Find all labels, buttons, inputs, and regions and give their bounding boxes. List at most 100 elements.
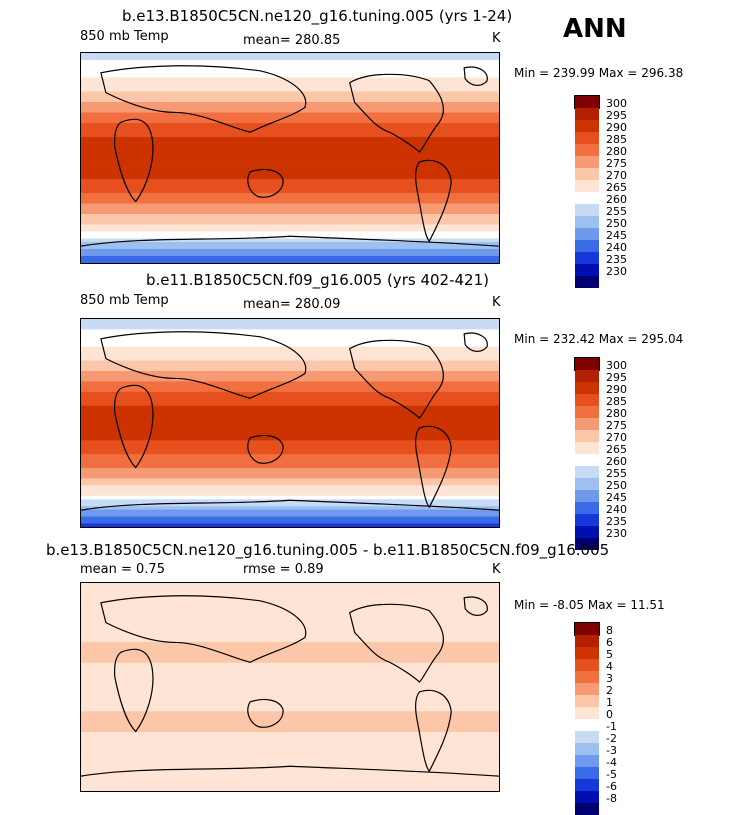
map-band — [81, 210, 499, 215]
map-band — [81, 728, 499, 733]
map-band — [81, 179, 499, 184]
map-band — [81, 624, 499, 629]
map-band — [81, 607, 499, 612]
coast-south-america — [415, 159, 452, 243]
map-band — [81, 391, 499, 396]
map-band — [81, 353, 499, 358]
coast-north-america — [349, 603, 444, 683]
coast-greenland — [463, 332, 488, 352]
cb-label: 280 — [606, 407, 627, 420]
map-band — [81, 242, 499, 247]
map-band — [81, 589, 499, 594]
map-band — [81, 150, 499, 156]
colorbar-swatch — [575, 526, 599, 538]
map-band — [81, 255, 499, 261]
map-band — [81, 641, 499, 646]
cb-label: -6 — [606, 780, 617, 793]
map-band — [81, 147, 499, 152]
map-band — [81, 523, 499, 527]
cb-label: 270 — [606, 169, 627, 182]
map-band — [81, 154, 499, 159]
map-band — [81, 516, 499, 521]
map-band — [81, 780, 499, 785]
map-band — [81, 192, 499, 198]
colorbar-swatch — [575, 647, 599, 659]
coast-eurasia — [100, 595, 307, 663]
map-band — [81, 742, 499, 747]
panel1-title: b.e13.B1850C5CN.ne120_g16.tuning.005 (yr… — [122, 7, 513, 25]
coast-antarctica — [81, 765, 499, 777]
colorbar-swatch — [575, 478, 599, 490]
coast-australia — [247, 698, 284, 728]
colorbar-swatch — [575, 204, 599, 216]
map-band — [81, 381, 499, 386]
map-band — [81, 436, 499, 441]
coast-africa — [114, 648, 154, 733]
panel3-minmax: Min = -8.05 Max = 11.51 — [514, 598, 665, 612]
panel1-map-plot — [81, 53, 499, 263]
colorbar-swatch — [575, 192, 599, 204]
map-band — [81, 213, 499, 219]
map-band — [81, 669, 499, 674]
map-band — [81, 84, 499, 89]
map-band — [81, 718, 499, 723]
map-band — [81, 468, 499, 473]
map-band — [81, 224, 499, 229]
coast-eurasia — [100, 331, 307, 399]
map-band — [81, 60, 499, 65]
map-band — [81, 395, 499, 400]
panel2-units-label: K — [492, 295, 501, 310]
map-band — [81, 374, 499, 379]
map-band — [81, 322, 499, 327]
cb-label: 230 — [606, 527, 627, 540]
coast-eurasia — [100, 65, 307, 133]
colorbar-swatch — [575, 719, 599, 731]
map-band — [81, 488, 499, 493]
map-band — [81, 137, 499, 142]
cb-label: 1 — [606, 696, 613, 709]
coast-south-america — [415, 689, 452, 773]
map-band — [81, 371, 499, 376]
map-band — [81, 364, 499, 369]
panel2-map-plot — [81, 319, 499, 527]
map-band — [81, 520, 499, 525]
season-label: ANN — [563, 14, 627, 44]
colorbar-swatch — [575, 490, 599, 502]
map-band — [81, 116, 499, 121]
map-band — [81, 423, 499, 428]
cb-label: -5 — [606, 768, 617, 781]
map-band — [81, 98, 499, 103]
panel3-units-label: K — [492, 562, 501, 577]
cb-label: -1 — [606, 720, 617, 733]
map-band — [81, 603, 499, 608]
map-band — [81, 74, 499, 79]
panel2-colorbar — [574, 357, 600, 550]
map-band — [81, 108, 499, 114]
cb-label: 4 — [606, 660, 613, 673]
map-band — [81, 339, 499, 344]
map-band — [81, 745, 499, 750]
map-band — [81, 81, 499, 86]
map-band — [81, 144, 499, 149]
map-band — [81, 652, 499, 657]
cb-label: 6 — [606, 636, 613, 649]
map-band — [81, 259, 499, 263]
map-band — [81, 454, 499, 459]
cb-label: 275 — [606, 419, 627, 432]
coast-australia — [247, 168, 284, 198]
colorbar-swatch — [575, 671, 599, 683]
cb-label: 235 — [606, 253, 627, 266]
map-band — [81, 714, 499, 719]
cb-label: 270 — [606, 431, 627, 444]
map-band — [81, 196, 499, 201]
panel1-variable-label: 850 mb Temp — [80, 29, 169, 44]
colorbar-swatch — [575, 442, 599, 454]
map-band — [81, 648, 499, 653]
map-band — [81, 700, 499, 705]
colorbar-swatch — [575, 240, 599, 252]
colorbar-swatch — [575, 370, 599, 382]
map-band — [81, 447, 499, 452]
cb-label: 245 — [606, 229, 627, 242]
cb-label: -3 — [606, 744, 617, 757]
map-band — [81, 766, 499, 771]
